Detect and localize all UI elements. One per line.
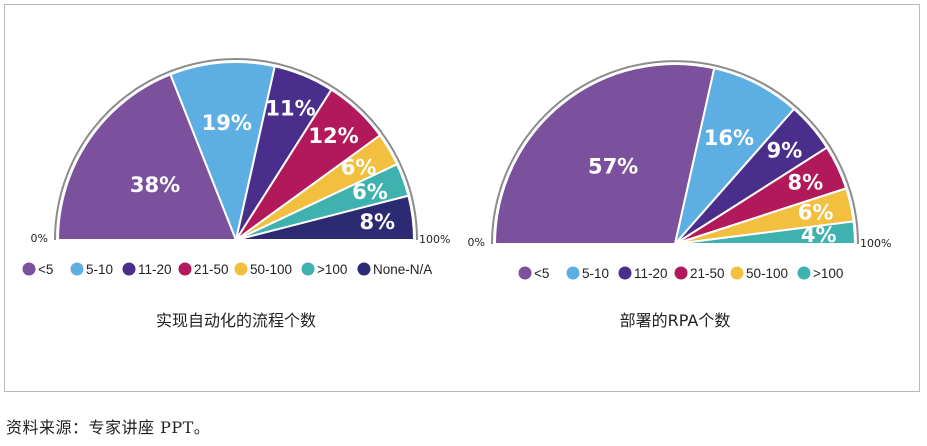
end-label: 100% [860, 237, 891, 250]
pie-slice-6 [674, 220, 857, 245]
slice-value-label: 6% [352, 180, 388, 204]
slice-value-label: 57% [588, 155, 638, 179]
slice-value-label: 8% [787, 171, 823, 195]
start-label: 0% [31, 232, 48, 245]
pie-slice-1 [493, 63, 716, 245]
chart-title: 部署的RPA个数 [620, 311, 731, 330]
slice-value-label: 12% [308, 124, 358, 148]
source-note: 资料来源：专家讲座 PPT。 [6, 418, 211, 437]
slice-value-label: 38% [130, 173, 180, 197]
legend-swatch [122, 262, 136, 276]
chart-title: 实现自动化的流程个数 [156, 311, 316, 330]
slice-value-label: 8% [359, 210, 395, 234]
slice-value-label: 16% [704, 126, 754, 150]
legend-swatch [674, 266, 688, 280]
slice-value-label: 4% [801, 223, 837, 247]
legend-label: None-N/A [373, 262, 432, 277]
legend-swatch [797, 266, 811, 280]
legend-swatch [518, 266, 532, 280]
slice-value-label: 19% [202, 111, 252, 135]
pie-slice-2 [169, 61, 277, 244]
legend-swatch [70, 262, 84, 276]
legend-swatch [566, 266, 580, 280]
legend-label: 11-20 [138, 262, 172, 277]
pie-slice-1 [56, 73, 238, 241]
legend-swatch [301, 262, 315, 276]
legend-label: 50-100 [250, 262, 292, 277]
slice-value-label: 9% [767, 138, 803, 162]
legend-label: >100 [813, 266, 843, 281]
end-label: 100% [419, 233, 450, 246]
legend-swatch [618, 266, 632, 280]
legend-label: 5-10 [582, 266, 609, 281]
slice-value-label: 6% [341, 156, 377, 180]
legend-label: 21-50 [194, 262, 229, 277]
legend-swatch [22, 262, 36, 276]
legend-label: 50-100 [746, 266, 788, 281]
legend-swatch [234, 262, 248, 276]
start-label: 0% [468, 236, 485, 249]
slice-value-label: 11% [265, 96, 315, 120]
legend-swatch [730, 266, 744, 280]
legend-label: 5-10 [86, 262, 113, 277]
legend-label: >100 [317, 262, 347, 277]
legend-label: 21-50 [690, 266, 725, 281]
pie-slice-7 [235, 194, 416, 241]
pie-slice-2 [674, 67, 796, 245]
legend-swatch [178, 262, 192, 276]
chart-deployed-rpa: 57% 16% 9% 8% 6%4% 0% 100% <5 5-10 11-20 21-50 50-1… [468, 60, 891, 330]
legend-label: 11-20 [634, 266, 668, 281]
legend-swatch [357, 262, 371, 276]
legend-label: <5 [534, 266, 549, 281]
slice-value-label: 6% [798, 201, 834, 225]
chart-rim [54, 58, 418, 241]
chart-automated-processes: 38% 19% 11% 12% 6%6% 8% 0% 100% <5 5-10 11-20 21-50… [22, 58, 450, 330]
chart-rim [491, 60, 859, 245]
legend-label: <5 [38, 262, 53, 277]
